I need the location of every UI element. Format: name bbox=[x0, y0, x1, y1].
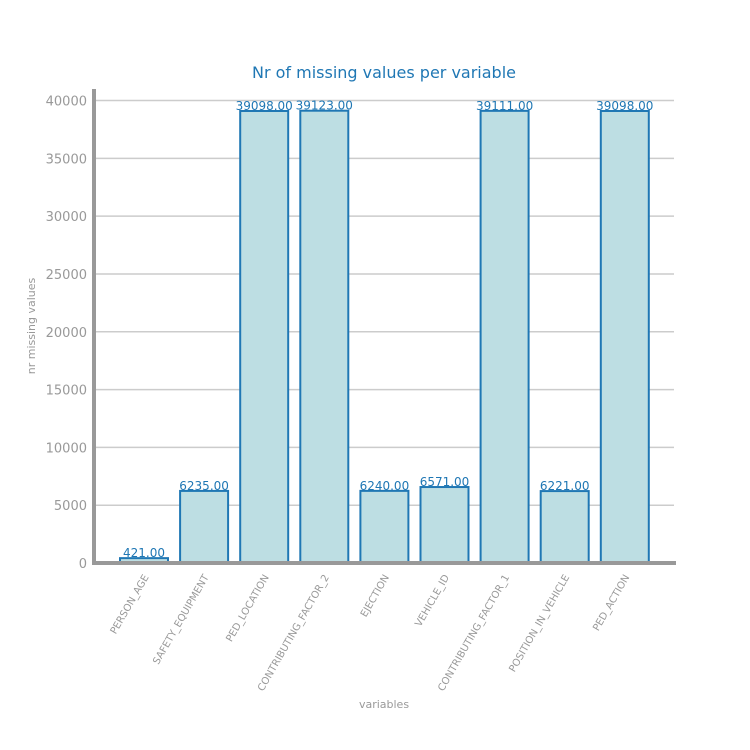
x-axis-ticks: PERSON_AGE SAFETY_EQUIPMENT PED_LOCATIONCO… bbox=[109, 572, 633, 693]
x-tick-label: PED_ACTION bbox=[591, 573, 632, 633]
x-tick-label: PED_LOCATION bbox=[224, 573, 271, 644]
y-tick-label: 15000 bbox=[46, 384, 87, 399]
data-label: 39111.00 bbox=[476, 99, 533, 113]
y-tick-label: 10000 bbox=[46, 441, 87, 456]
x-tick-label: EJECTION bbox=[359, 573, 392, 619]
y-axis-label: nr missing values bbox=[25, 277, 38, 374]
data-label: 39098.00 bbox=[236, 99, 293, 113]
y-tick-label: 5000 bbox=[54, 499, 87, 514]
data-label: 39098.00 bbox=[596, 99, 653, 113]
y-tick-label: 25000 bbox=[46, 268, 87, 283]
y-tick-label: 35000 bbox=[46, 152, 87, 167]
y-tick-label: 0 bbox=[79, 557, 87, 572]
gridlines bbox=[94, 99, 674, 506]
bar-position-in-vehicle bbox=[539, 490, 590, 564]
x-tick-label: CONTRIBUTING_FACTOR_1 bbox=[436, 573, 512, 693]
data-label: 6240.00 bbox=[360, 479, 410, 493]
x-tick-label: POSITION_IN_VEHICLE bbox=[507, 573, 572, 674]
bar-ejection bbox=[359, 489, 410, 564]
bar-contributing-factor-1 bbox=[479, 109, 530, 564]
x-tick-label: CONTRIBUTING_FACTOR_2 bbox=[256, 573, 332, 693]
x-tick-label: SAFETY_EQUIPMENT bbox=[151, 572, 212, 666]
bar-ped-action bbox=[599, 109, 650, 564]
data-label: 6235.00 bbox=[179, 479, 229, 493]
chart-title: Nr of missing values per variable bbox=[252, 63, 516, 82]
data-label: 39123.00 bbox=[296, 99, 353, 113]
bars bbox=[119, 109, 650, 565]
y-tick-label: 30000 bbox=[46, 210, 87, 225]
bar-contributing-factor-2 bbox=[299, 109, 350, 564]
bar-safety-equipment bbox=[179, 489, 230, 565]
y-tick-label: 20000 bbox=[46, 326, 87, 341]
bar-vehicle-id bbox=[419, 486, 470, 565]
bar-ped-location bbox=[239, 109, 290, 564]
y-axis-ticks: 0 5000 10000 15000 20000 25000 30000 35000 40000 bbox=[46, 95, 87, 572]
x-tick-label: VEHICLE_ID bbox=[413, 573, 452, 629]
x-tick-label: PERSON_AGE bbox=[109, 573, 152, 636]
y-tick-label: 40000 bbox=[46, 95, 87, 110]
data-label: 6571.00 bbox=[420, 475, 470, 489]
x-axis-label: variables bbox=[359, 698, 409, 711]
data-label: 421.00 bbox=[123, 546, 165, 560]
data-label: 6221.00 bbox=[540, 479, 590, 493]
